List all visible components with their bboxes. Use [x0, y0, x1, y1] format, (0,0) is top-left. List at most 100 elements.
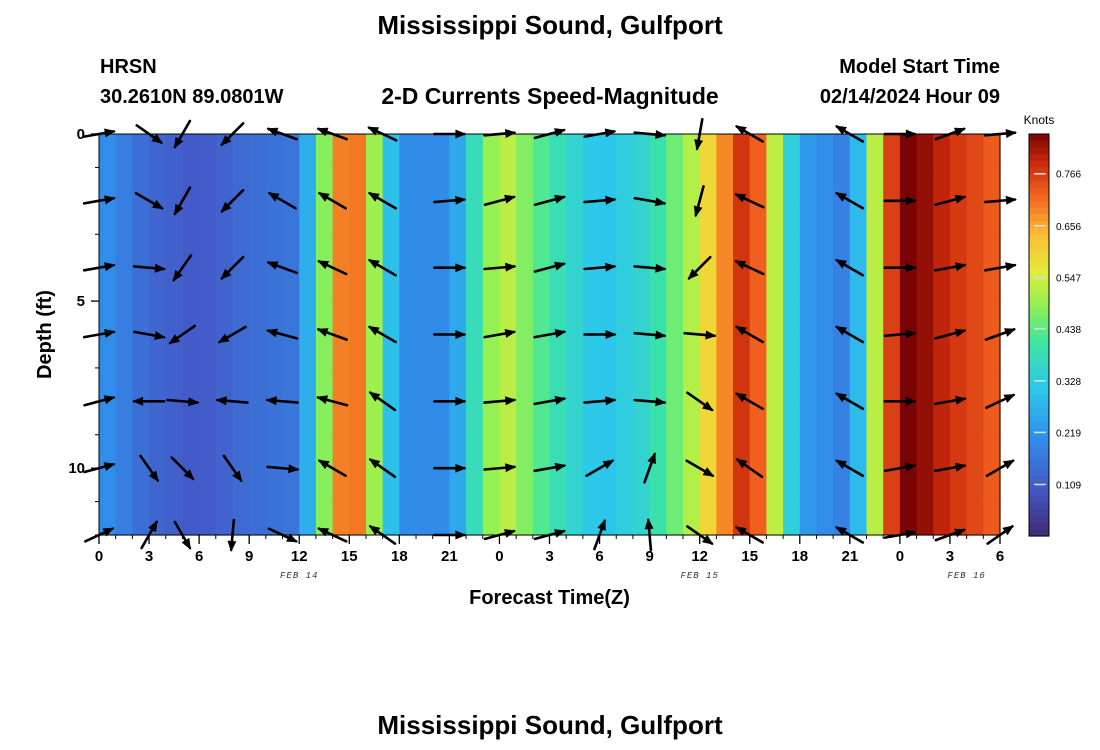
model-start-label: Model Start Time	[839, 56, 1000, 78]
heatmap-cell	[866, 200, 884, 235]
heatmap-cell	[749, 167, 768, 202]
heatmap-cell	[449, 167, 467, 202]
heatmap-cell	[365, 200, 384, 235]
heatmap-cell	[99, 200, 117, 235]
current-vector-head	[217, 333, 230, 343]
current-vector-head	[554, 261, 566, 271]
heatmap-cell	[599, 367, 617, 402]
heatmap-cell	[349, 334, 367, 369]
heatmap-cell	[949, 301, 968, 336]
heatmap-cell	[399, 367, 417, 402]
current-vector-head	[654, 197, 667, 207]
heatmap-cell	[699, 501, 717, 536]
heatmap-cell	[416, 367, 434, 402]
heatmap-cell	[916, 301, 934, 336]
colorbar-segment	[1029, 174, 1049, 182]
heatmap-cell	[616, 234, 634, 269]
heatmap-cell	[632, 434, 651, 469]
heatmap-cell	[482, 167, 501, 202]
heatmap-cell	[199, 501, 217, 536]
heatmap-cell	[699, 134, 717, 169]
heatmap-cell	[966, 334, 984, 369]
heatmap-cell	[149, 167, 167, 202]
heatmap-cell	[199, 468, 217, 503]
colorbar-segment	[1029, 402, 1049, 410]
heatmap-cell	[966, 367, 984, 402]
heatmap-cell	[666, 367, 684, 402]
heatmap-cell	[432, 334, 450, 369]
heatmap-cell	[699, 434, 717, 469]
heatmap-cell	[916, 367, 934, 402]
heatmap-cell	[849, 234, 868, 269]
x-tick-label: 12	[691, 548, 708, 565]
current-vector-head	[317, 459, 330, 470]
heatmap-cell	[432, 367, 450, 402]
heatmap-cell	[466, 501, 484, 536]
colorbar-segment	[1029, 247, 1049, 256]
heatmap-cell	[99, 334, 117, 369]
current-vector-head	[655, 263, 667, 273]
y-tick-label: 0	[77, 126, 85, 143]
heatmap-cell	[766, 301, 784, 336]
heatmap-cell	[666, 134, 684, 169]
colorbar-segment	[1029, 288, 1049, 296]
heatmap-cell	[883, 468, 901, 503]
heatmap-cell	[382, 301, 400, 336]
heatmap-cell	[482, 234, 501, 269]
heatmap-cell	[249, 267, 267, 302]
heatmap-cell	[833, 200, 851, 235]
heatmap-cell	[616, 134, 634, 169]
heatmap-cell	[883, 301, 901, 336]
heatmap-cell	[933, 434, 951, 469]
x-tick-label: 12	[291, 548, 308, 565]
heatmap-cell	[716, 267, 734, 302]
colorbar-segment	[1029, 254, 1049, 262]
heatmap-cell	[449, 301, 467, 336]
chart-subtitle: 2-D Currents Speed-Magnitude	[381, 83, 719, 109]
heatmap-cell	[282, 401, 300, 436]
heatmap-cell	[516, 367, 534, 402]
heatmap-cell	[716, 501, 734, 536]
heatmap-cell	[382, 167, 400, 202]
current-vector-head	[104, 195, 116, 205]
heatmap-cell	[883, 401, 901, 436]
heatmap-cell	[349, 301, 367, 336]
heatmap-cell	[716, 301, 734, 336]
heatmap-cell	[466, 200, 484, 235]
heatmap-cell	[816, 367, 834, 402]
current-vector-head	[1005, 262, 1017, 272]
current-vector-head	[232, 470, 243, 483]
heatmap-cell	[649, 468, 667, 503]
heatmap-cell	[632, 200, 651, 235]
heatmap-cell	[916, 434, 934, 469]
current-vector-head	[455, 330, 467, 339]
heatmap-cell	[916, 167, 934, 202]
heatmap-cell	[666, 301, 684, 336]
heatmap-cell	[232, 234, 250, 269]
heatmap-cell	[499, 200, 517, 235]
colorbar-segment	[1029, 301, 1049, 309]
heatmap-cell	[416, 434, 434, 469]
heatmap-cell	[249, 234, 267, 269]
heatmap-cell	[315, 501, 334, 536]
heatmap-cell	[766, 367, 784, 402]
heatmap-cell	[249, 401, 267, 436]
heatmap-cell	[332, 234, 350, 269]
heatmap-cell	[516, 401, 534, 436]
current-vector-head	[504, 194, 516, 204]
heatmap-cell	[682, 167, 701, 202]
heatmap-cell	[749, 501, 768, 536]
heatmap-cell	[249, 334, 267, 369]
colorbar-segment	[1029, 515, 1049, 524]
heatmap-cell	[883, 200, 901, 235]
heatmap-cell	[799, 301, 818, 336]
heatmap-cell	[282, 334, 300, 369]
colorbar-segment	[1029, 134, 1049, 142]
heatmap-cell	[682, 301, 701, 336]
x-tick-label: 6	[195, 548, 203, 565]
heatmap-cell	[432, 468, 450, 503]
heatmap-cell	[165, 401, 184, 436]
heatmap-cell	[499, 334, 517, 369]
heatmap-cell	[249, 367, 267, 402]
heatmap-cell	[566, 301, 584, 336]
